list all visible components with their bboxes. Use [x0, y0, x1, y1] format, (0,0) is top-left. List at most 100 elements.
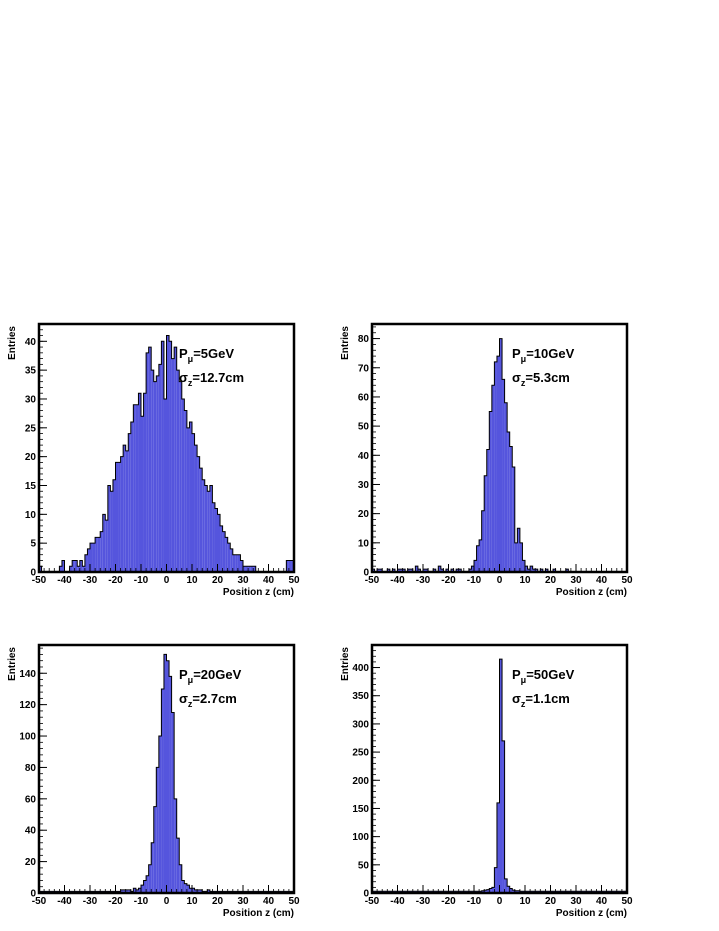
histogram-bar [123, 445, 126, 572]
histogram-bar [146, 875, 149, 893]
x-tick-label: 20 [545, 575, 557, 586]
x-tick-label: -40 [57, 896, 72, 907]
histogram-bar [204, 485, 208, 572]
y-axis-title: Entries [7, 647, 18, 681]
histogram-bar [174, 798, 177, 893]
histogram-bar [189, 888, 192, 893]
histogram-bar [90, 543, 93, 572]
histogram-bar [77, 566, 80, 572]
y-tick-label: 20 [25, 857, 37, 868]
x-tick-label: -50 [32, 896, 47, 907]
x-tick-label: 50 [288, 575, 300, 586]
histogram-bar [138, 888, 141, 893]
histogram-bar [181, 880, 185, 893]
x-tick-label: -30 [83, 575, 98, 586]
y-axis-ticks: 0 10 20 30 40 50 60 70 80 [358, 326, 380, 579]
y-tick-label: 0 [30, 568, 36, 579]
histogram-bar [379, 569, 383, 572]
histogram-bar [184, 883, 187, 893]
histogram-bar [141, 416, 144, 572]
histogram-bar [59, 566, 62, 572]
x-tick-label: 40 [596, 575, 608, 586]
momentum-annotation: Pμ=10GeV [512, 346, 575, 364]
y-axis-title: Entries [340, 647, 351, 681]
histogram-bar [79, 560, 83, 572]
histogram-bar [372, 569, 375, 572]
x-tick-label: -30 [416, 575, 431, 586]
x-tick-label: -50 [32, 575, 47, 586]
x-tick-label: 50 [621, 896, 633, 907]
x-tick-label: 20 [545, 896, 557, 907]
y-tick-label: 350 [352, 691, 369, 702]
histogram-bar [166, 335, 170, 572]
histogram-bar [186, 885, 190, 893]
histogram-bar [507, 886, 510, 893]
histogram-bar [514, 542, 518, 572]
histogram-bar [112, 479, 116, 572]
histogram-bar [92, 543, 96, 572]
y-tick-label: 140 [19, 669, 36, 680]
histogram-bar [151, 842, 154, 893]
y-tick-label: 100 [352, 832, 369, 843]
y-tick-label: 10 [25, 510, 37, 521]
histogram-bar [494, 361, 497, 572]
histogram-outline [38, 653, 295, 893]
x-tick-label: 40 [596, 896, 608, 907]
x-tick-label: 40 [263, 896, 275, 907]
histogram-bar [235, 554, 238, 572]
histogram-bar [248, 566, 251, 572]
histogram-bar [496, 802, 500, 893]
y-tick-label: 50 [358, 422, 370, 433]
histogram-bar [84, 554, 88, 572]
y-tick-label: 40 [25, 826, 37, 837]
histogram-bar [156, 767, 159, 893]
momentum-annotation: Pμ=20GeV [179, 667, 242, 685]
histogram-bar [199, 889, 203, 893]
y-tick-label: 250 [352, 748, 369, 759]
y-tick-label: 120 [19, 700, 36, 711]
y-tick-label: 0 [363, 889, 369, 900]
histogram-bar [519, 542, 523, 572]
histogram-bar [158, 364, 162, 572]
histogram-bar [415, 566, 418, 572]
y-axis-ticks: 0 50 100 150 200 250 300 350 400 [352, 644, 380, 900]
histogram-bar [479, 539, 482, 572]
x-tick-label: -10 [467, 575, 482, 586]
histogram-bar [440, 569, 444, 572]
histogram-bar [143, 393, 147, 572]
histogram-bar [504, 402, 508, 572]
histogram-bars [38, 653, 295, 893]
momentum-annotation: Pμ=50GeV [512, 667, 575, 685]
histogram-bar [169, 676, 172, 893]
histogram-bar [61, 560, 65, 572]
histogram-bar [189, 422, 192, 572]
histogram-bar [163, 654, 167, 893]
histogram-outline [38, 335, 295, 573]
histogram-bar [143, 880, 147, 893]
y-tick-label: 400 [352, 663, 369, 674]
histogram-bar [392, 569, 395, 572]
y-tick-label: 60 [25, 794, 37, 805]
histogram-bar [135, 889, 139, 893]
x-tick-label: -50 [365, 896, 380, 907]
histogram-bar [512, 466, 515, 572]
histogram-bar [148, 864, 152, 893]
histogram-bar [407, 569, 411, 572]
histogram-bar [286, 560, 289, 572]
histogram-bar [199, 468, 203, 572]
histogram-bar [197, 456, 200, 572]
x-tick-label: 50 [288, 896, 300, 907]
histogram-bar [530, 566, 533, 572]
histogram-bar [176, 838, 180, 893]
y-tick-label: 0 [30, 889, 36, 900]
histogram-bar [39, 566, 42, 572]
histogram-bar [138, 393, 141, 572]
histogram-bar [502, 379, 505, 572]
y-tick-label: 40 [25, 337, 37, 348]
x-tick-label: 30 [570, 575, 582, 586]
histogram-bar [410, 569, 413, 572]
histogram-bar [245, 566, 249, 572]
histogram-bar [481, 510, 485, 572]
